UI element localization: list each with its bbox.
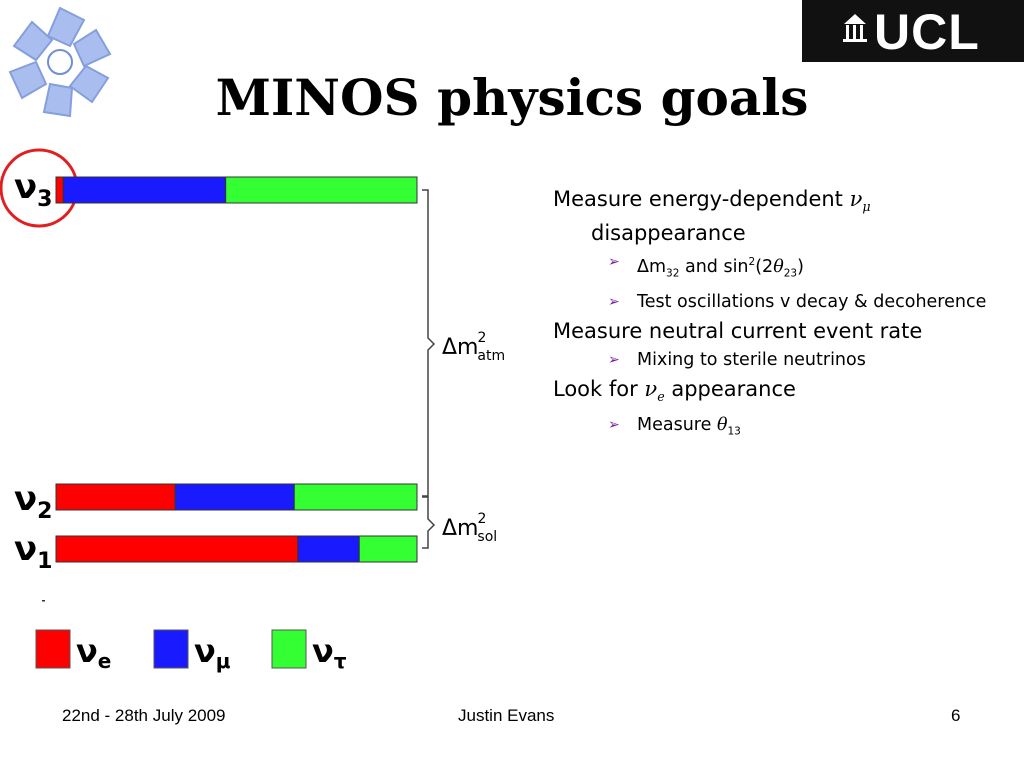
- mass-hierarchy-diagram: ν3 ν2 ν1 Δm2 atm Δm2 sol: [0, 148, 505, 602]
- legend-label-e: νe: [76, 632, 111, 673]
- sol-bracket: [422, 496, 436, 549]
- state-label-nu3: ν3: [14, 167, 52, 212]
- footer-date: 22nd - 28th July 2009: [62, 706, 226, 725]
- subbullet-decay-decoherence: ➢ Test oscillations v decay & decoherence: [608, 291, 987, 312]
- atm-bracket: [422, 189, 436, 497]
- nu3-e-segment: [55, 176, 64, 204]
- nu3-mu-segment: [62, 176, 227, 204]
- atm-splitting-label: Δm2 atm: [442, 330, 505, 364]
- nu3-tau-segment: [225, 176, 418, 204]
- nu2-mu-segment: [174, 483, 295, 511]
- nu2-tau-segment: [293, 483, 418, 511]
- subbullet-theta13: ➢ Measure θ13: [608, 414, 741, 438]
- arrow-bullet-icon: ➢: [608, 254, 620, 271]
- nu1-e-segment: [55, 535, 299, 563]
- state-label-nu1: ν1: [14, 529, 52, 574]
- goals-list: Measure energy-dependent νμ disappearance…: [553, 186, 1013, 447]
- bullet-disappearance: Measure energy-dependent νμ disappearance: [553, 187, 871, 246]
- sol-splitting-label: Δm2 sol: [442, 511, 497, 545]
- footer-page-number: 6: [951, 706, 961, 725]
- ucl-logo: UCL: [802, 0, 1024, 62]
- legend-label-tau: ντ: [312, 632, 347, 673]
- arrow-bullet-icon: ➢: [608, 416, 620, 433]
- flavour-legend: νe νμ ντ: [35, 629, 347, 673]
- subbullet-mass-splitting: ➢ Δm32 and sin2(2θ23): [553, 250, 1013, 285]
- portico-icon: [843, 14, 867, 42]
- nu1-mu-segment: [297, 535, 360, 563]
- subbullet-sterile: ➢ Mixing to sterile neutrinos: [608, 349, 866, 370]
- bullet-neutral-current: Measure neutral current event rate: [553, 318, 923, 343]
- legend-swatch-e: [35, 629, 71, 669]
- ucl-logo-text: UCL: [874, 4, 980, 60]
- legend-swatch-tau: [271, 629, 307, 669]
- conference-knot-logo: [8, 6, 112, 118]
- arrow-bullet-icon: ➢: [608, 351, 620, 368]
- arrow-bullet-icon: ➢: [608, 293, 620, 310]
- nu2-e-segment: [55, 483, 176, 511]
- nu1-tau-segment: [358, 535, 418, 563]
- slide-title: MINOS physics goals: [215, 68, 809, 127]
- legend-swatch-mu: [153, 629, 189, 669]
- bullet-appearance: Look for νe appearance: [553, 376, 796, 404]
- state-label-nu2: ν2: [14, 479, 52, 524]
- legend-label-mu: νμ: [194, 632, 231, 673]
- footer-author: Justin Evans: [458, 706, 555, 725]
